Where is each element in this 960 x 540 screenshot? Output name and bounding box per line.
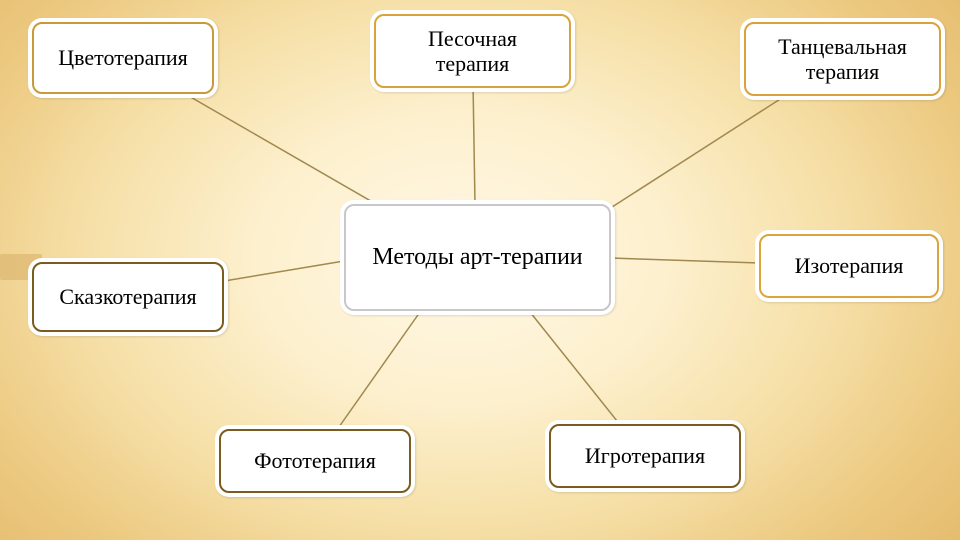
node-tale-therapy: Сказкотерапия <box>28 258 228 336</box>
node-iso-therapy: Изотерапия <box>755 230 943 302</box>
node-dance-therapy: Танцевальная терапия <box>740 18 945 100</box>
node-center: Методы арт-терапии <box>340 200 615 315</box>
node-sand-therapy: Песочная терапия <box>370 10 575 92</box>
node-color-therapy: Цветотерапия <box>28 18 218 98</box>
node-play-therapy: Игротерапия <box>545 420 745 492</box>
node-photo-therapy: Фототерапия <box>215 425 415 497</box>
